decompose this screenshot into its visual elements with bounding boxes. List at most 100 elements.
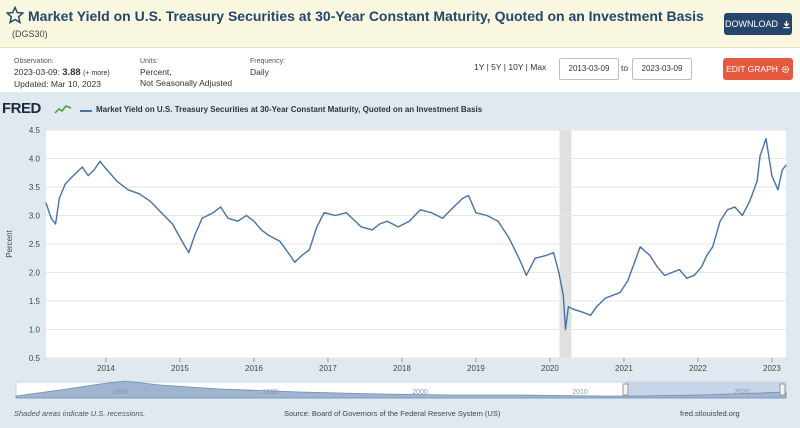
series-point [726, 209, 729, 211]
navigator-label: 1980 [112, 389, 128, 396]
series-point [562, 294, 564, 296]
series-point [75, 172, 77, 174]
navigator-label: 2000 [412, 389, 428, 396]
series-point [582, 311, 584, 313]
series-point [467, 194, 470, 197]
series-point [99, 160, 101, 162]
series-id: (DGS30) [12, 29, 48, 39]
series-point [749, 200, 751, 202]
series-point [649, 254, 651, 256]
download-button[interactable]: DOWNLOAD [724, 13, 792, 35]
series-point [734, 206, 736, 208]
series-point [545, 254, 547, 256]
series-point [334, 214, 336, 217]
series-point [719, 220, 721, 222]
observation-date: 2023-03-09: [14, 67, 60, 77]
series-point [323, 212, 325, 214]
series-point [712, 246, 714, 248]
series-point [294, 261, 296, 263]
series-point [656, 266, 658, 268]
navigator-handle[interactable] [779, 383, 786, 396]
series-point [109, 172, 111, 174]
series-point [771, 175, 773, 177]
edit-graph-button[interactable]: EDIT GRAPH [723, 58, 793, 80]
series-point [765, 137, 767, 140]
series-point [50, 217, 52, 219]
series-point [442, 217, 444, 219]
series-point [245, 214, 248, 217]
units-block: Units: Percent, Not Seasonally Adjusted [140, 56, 232, 89]
fred-logo[interactable]: FRED [2, 100, 41, 117]
series-point [55, 223, 57, 225]
y-tick-label: 1.5 [29, 297, 41, 306]
series-point [664, 274, 666, 276]
start-date-input[interactable]: 2013-03-09 [559, 58, 619, 80]
series-point [741, 214, 743, 217]
fred-logo-graph-icon [54, 105, 72, 114]
x-tick-label: 2016 [245, 364, 263, 373]
series-point [534, 257, 536, 259]
series-point [345, 212, 348, 214]
series-point [701, 266, 703, 268]
observation-label: Observation: [14, 58, 54, 65]
series-point [777, 189, 779, 191]
navigator-label: 1990 [262, 389, 278, 396]
series-point [69, 177, 72, 180]
x-tick-label: 2017 [319, 364, 337, 373]
series-point [45, 202, 47, 204]
star-icon[interactable] [6, 6, 24, 24]
to-label: to [621, 63, 629, 73]
series-point [138, 193, 140, 195]
series-point [573, 308, 575, 311]
series-point [386, 220, 388, 222]
series-point [419, 209, 422, 211]
units-line1: Percent, [140, 67, 172, 77]
x-tick-label: 2018 [393, 364, 411, 373]
series-point [590, 314, 592, 316]
series-point [301, 254, 303, 256]
series-point [408, 220, 410, 222]
series-point [612, 294, 614, 296]
series-point [171, 223, 174, 225]
legend-series-label: Market Yield on U.S. Treasury Securities… [96, 105, 483, 114]
series-point [634, 260, 636, 262]
series-point [360, 226, 362, 228]
series-point [160, 212, 163, 214]
series-point [227, 217, 229, 219]
site-link[interactable]: fred.stlouisfed.org [680, 409, 740, 418]
series-point [212, 212, 214, 214]
x-tick-label: 2020 [541, 364, 559, 373]
units-label: Units: [140, 58, 158, 65]
series-point [686, 277, 688, 279]
series-point [678, 269, 681, 271]
title-bar: Market Yield on U.S. Treasury Securities… [0, 0, 800, 48]
y-tick-label: 3.0 [29, 212, 41, 221]
series-point [149, 200, 151, 202]
navigator-area [15, 380, 787, 399]
page-title: Market Yield on U.S. Treasury Securities… [12, 8, 712, 42]
series-point [93, 169, 95, 171]
series-title: Market Yield on U.S. Treasury Securities… [28, 8, 704, 24]
series-point [508, 237, 510, 239]
series-point [237, 220, 239, 222]
series-point [379, 223, 381, 225]
y-axis-label: Percent [5, 229, 14, 257]
series-point [453, 206, 455, 208]
end-date-input[interactable]: 2023-03-09 [632, 58, 692, 80]
series-point [220, 206, 222, 208]
series-point [519, 260, 521, 262]
download-label: DOWNLOAD [724, 19, 778, 29]
series-point [627, 280, 629, 282]
series-point [462, 197, 464, 199]
range-links[interactable]: 1Y | 5Y | 10Y | Max [474, 62, 547, 72]
observation-more-link[interactable]: (+ more) [83, 70, 110, 77]
recession-note: Shaded areas indicate U.S. recessions. [14, 409, 146, 418]
series-point [553, 251, 555, 254]
source-note: Source: Board of Governors of the Federa… [284, 409, 501, 418]
series-point [116, 180, 118, 182]
x-tick-label: 2023 [763, 364, 781, 373]
navigator-handle[interactable] [622, 383, 629, 396]
series-point [558, 271, 560, 274]
series-point [81, 166, 83, 168]
